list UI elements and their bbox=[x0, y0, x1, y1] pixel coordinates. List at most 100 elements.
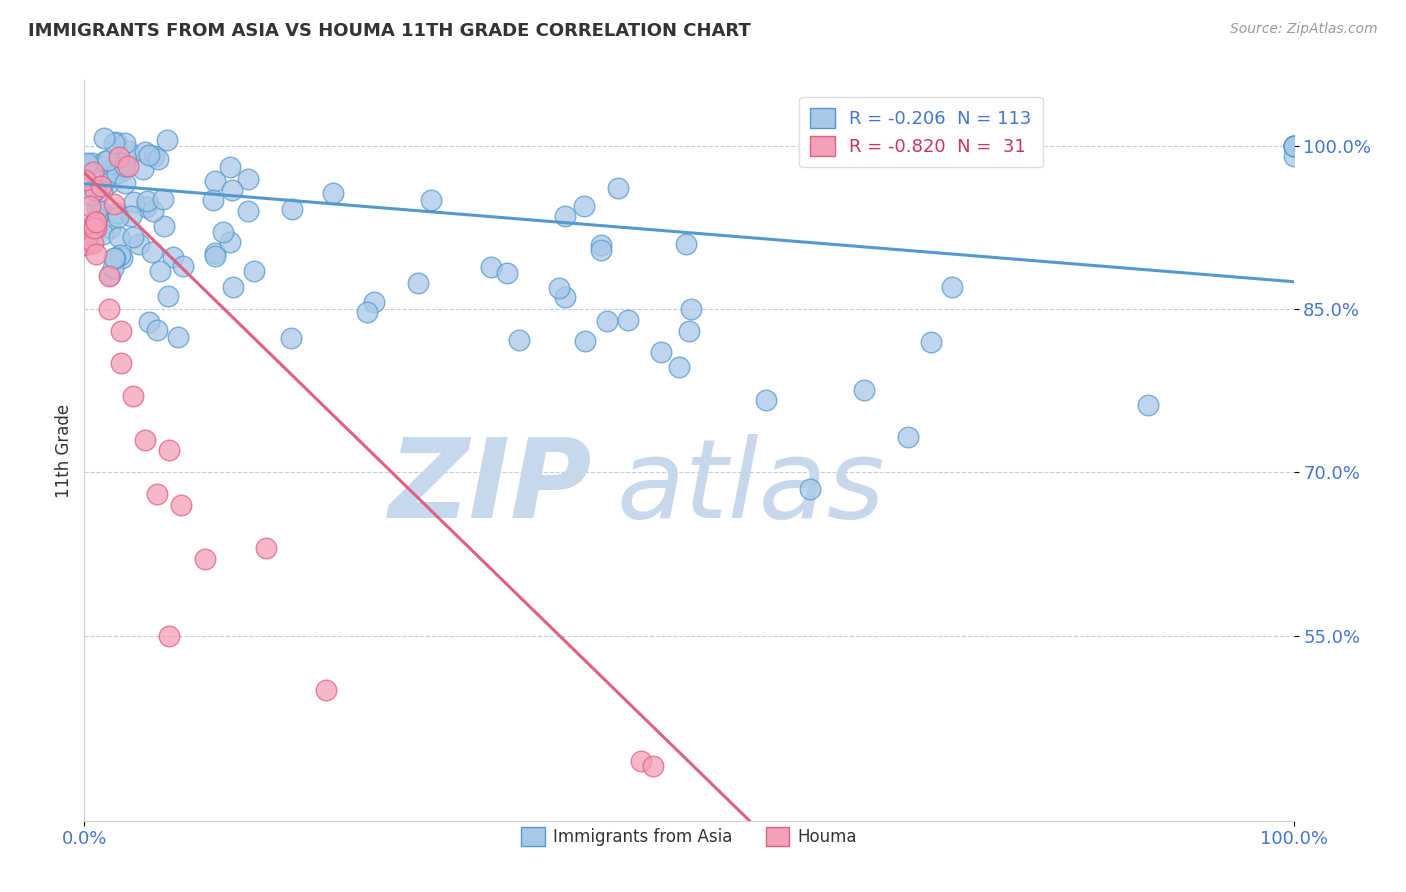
Point bbox=[153, 219, 176, 233]
Point bbox=[138, 148, 160, 162]
Point bbox=[90, 203, 112, 218]
Point bbox=[93, 131, 115, 145]
Point bbox=[135, 201, 157, 215]
Point bbox=[77, 235, 100, 250]
Point bbox=[100, 220, 122, 235]
Point bbox=[111, 164, 134, 178]
Point bbox=[104, 136, 127, 150]
Point bbox=[114, 176, 136, 190]
Point bbox=[146, 152, 169, 166]
Point bbox=[315, 683, 337, 698]
Point bbox=[211, 225, 233, 239]
Point bbox=[86, 220, 108, 235]
Y-axis label: 11th Grade: 11th Grade bbox=[55, 403, 73, 498]
Point bbox=[941, 279, 963, 293]
Point bbox=[202, 193, 225, 207]
Point bbox=[117, 159, 139, 173]
Point bbox=[236, 172, 259, 186]
Point bbox=[98, 268, 121, 283]
Point bbox=[105, 206, 128, 220]
Point bbox=[1282, 138, 1305, 153]
Point bbox=[496, 266, 519, 280]
Point bbox=[554, 209, 576, 223]
Point bbox=[86, 211, 108, 225]
Point bbox=[630, 754, 652, 768]
Point bbox=[77, 223, 100, 237]
Point bbox=[157, 443, 180, 458]
Point bbox=[108, 150, 131, 164]
Point bbox=[103, 197, 125, 211]
Point bbox=[254, 541, 277, 556]
Point bbox=[86, 247, 108, 261]
Point bbox=[589, 238, 612, 252]
Point bbox=[91, 227, 114, 241]
Point bbox=[897, 430, 920, 444]
Point bbox=[87, 159, 110, 173]
Point bbox=[97, 301, 120, 316]
Point bbox=[479, 260, 502, 274]
Point bbox=[122, 230, 145, 244]
Point bbox=[204, 174, 226, 188]
Text: IMMIGRANTS FROM ASIA VS HOUMA 11TH GRADE CORRELATION CHART: IMMIGRANTS FROM ASIA VS HOUMA 11TH GRADE… bbox=[28, 22, 751, 40]
Text: ZIP: ZIP bbox=[388, 434, 592, 541]
Point bbox=[79, 187, 101, 202]
Point bbox=[110, 156, 132, 170]
Point bbox=[117, 144, 139, 158]
Point bbox=[94, 154, 117, 169]
Point bbox=[91, 185, 114, 199]
Point bbox=[73, 173, 96, 187]
Point bbox=[75, 156, 97, 170]
Point bbox=[219, 160, 242, 174]
Point bbox=[204, 250, 226, 264]
Text: atlas: atlas bbox=[616, 434, 884, 541]
Point bbox=[103, 261, 125, 276]
Point bbox=[641, 759, 664, 773]
Point bbox=[134, 145, 156, 160]
Point bbox=[121, 389, 143, 403]
Point bbox=[406, 276, 429, 290]
Point bbox=[114, 159, 136, 173]
Point bbox=[419, 193, 441, 207]
Point bbox=[920, 334, 942, 349]
Point bbox=[128, 236, 150, 251]
Point bbox=[596, 314, 619, 328]
Point bbox=[83, 183, 105, 197]
Point bbox=[82, 164, 104, 178]
Point bbox=[221, 183, 243, 197]
Point bbox=[82, 156, 104, 170]
Point bbox=[111, 251, 134, 265]
Point bbox=[678, 324, 700, 338]
Point bbox=[105, 166, 128, 180]
Point bbox=[204, 245, 226, 260]
Point bbox=[1282, 138, 1305, 153]
Point bbox=[548, 281, 571, 295]
Point bbox=[650, 345, 672, 359]
Point bbox=[219, 235, 242, 249]
Point bbox=[167, 329, 190, 343]
Point bbox=[606, 181, 628, 195]
Point bbox=[363, 295, 385, 310]
Point bbox=[157, 628, 180, 642]
Point bbox=[97, 269, 120, 284]
Point bbox=[146, 487, 169, 501]
Point bbox=[120, 209, 142, 223]
Point bbox=[668, 360, 690, 375]
Point bbox=[1282, 138, 1305, 153]
Point bbox=[107, 210, 129, 224]
Point bbox=[110, 324, 132, 338]
Point bbox=[1137, 398, 1160, 412]
Point bbox=[172, 260, 194, 274]
Point bbox=[135, 194, 157, 208]
Point bbox=[84, 214, 107, 228]
Point bbox=[157, 289, 180, 303]
Point bbox=[162, 250, 184, 264]
Point bbox=[76, 227, 98, 241]
Point bbox=[138, 315, 160, 329]
Point bbox=[152, 192, 174, 206]
Point bbox=[554, 290, 576, 304]
Point bbox=[508, 333, 530, 347]
Point bbox=[589, 243, 612, 257]
Point bbox=[679, 301, 702, 316]
Point bbox=[280, 331, 302, 345]
Point bbox=[141, 245, 163, 260]
